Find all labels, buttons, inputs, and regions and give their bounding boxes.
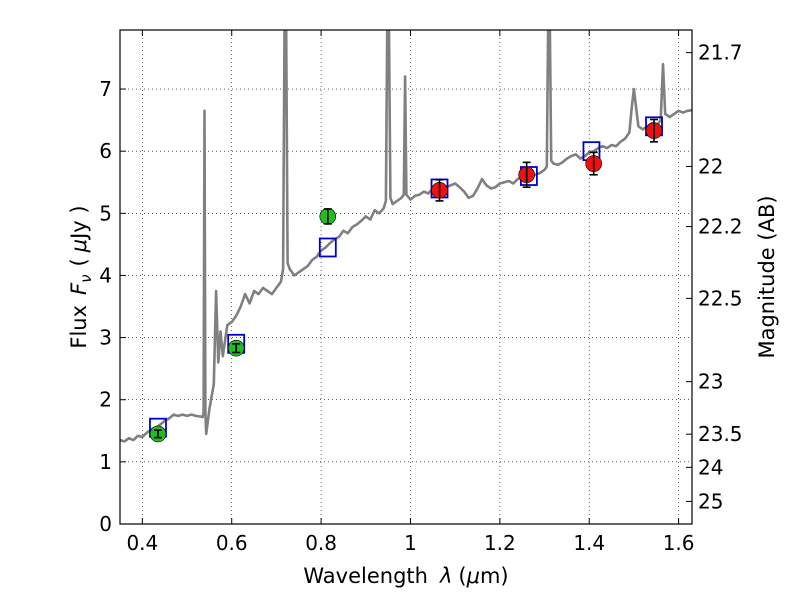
- y-tick-label: 7: [99, 77, 112, 101]
- x-tick-label: 1.2: [484, 531, 516, 555]
- x-tick-label: 0.8: [305, 531, 337, 555]
- x-axis-ticks: 0.4 0.6 0.8 1 1.2 1.4 1.6: [126, 30, 695, 555]
- right-tick-label: 22: [698, 154, 723, 178]
- right-tick-label: 23.5: [698, 422, 743, 446]
- right-axis-ticks: 21.7 22 22.2 22.5 23 23.5 24 25: [686, 41, 743, 513]
- y-tick-label: 2: [99, 388, 112, 412]
- y-tick-label: 5: [99, 201, 112, 225]
- x-axis-label: Wavelength λ (μm): [303, 564, 508, 588]
- right-tick-label: 22.5: [698, 286, 743, 310]
- x-tick-label: 0.6: [216, 531, 248, 555]
- x-tick-label: 1.6: [663, 531, 695, 555]
- right-tick-label: 25: [698, 489, 723, 513]
- right-tick-label: 21.7: [698, 41, 743, 65]
- right-tick-label: 23: [698, 370, 723, 394]
- y-axis-ticks: 0 1 2 3 4 5 6 7: [99, 77, 126, 536]
- marker-layer: [149, 116, 663, 443]
- model-photometry-square: [318, 237, 337, 258]
- x-tick-label: 1: [404, 531, 417, 555]
- plot-frame: [119, 29, 693, 525]
- x-tick-label: 1.4: [573, 531, 605, 555]
- y-tick-label: 0: [99, 512, 112, 536]
- x-tick-label: 0.4: [126, 531, 158, 555]
- y-tick-label: 4: [99, 263, 112, 287]
- y-axis-label: FluxFν(μJy ): [67, 205, 95, 348]
- y-tick-label: 3: [99, 326, 112, 350]
- right-tick-label: 24: [698, 455, 723, 479]
- right-tick-label: 22.2: [698, 215, 743, 239]
- spectrum-layer: [120, 30, 692, 443]
- y-tick-label: 1: [99, 450, 112, 474]
- y-tick-label: 6: [99, 139, 112, 163]
- right-axis-label: Magnitude (AB): [755, 195, 779, 358]
- spectrum-line: [120, 30, 692, 443]
